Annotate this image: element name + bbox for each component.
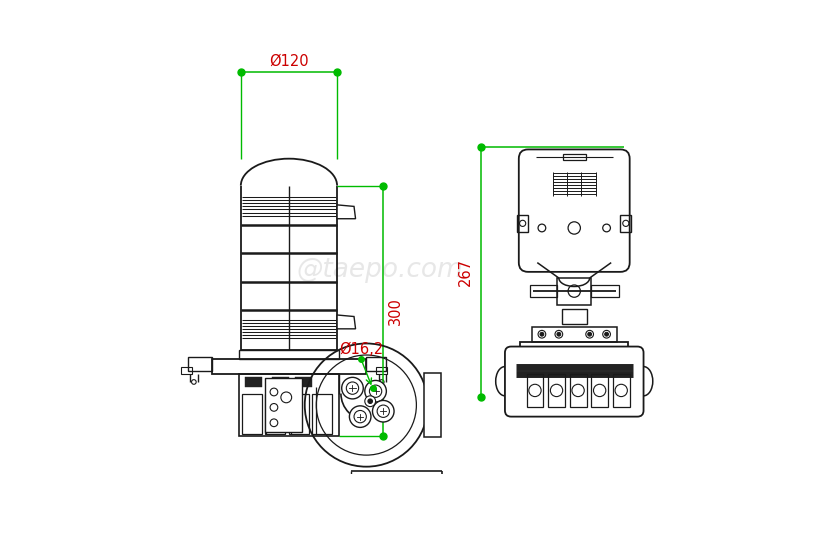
Circle shape <box>349 406 371 427</box>
Bar <box>211 359 366 374</box>
Bar <box>312 393 332 433</box>
Bar <box>189 357 211 371</box>
Bar <box>592 285 619 297</box>
Circle shape <box>557 332 561 336</box>
Text: @taepo.com: @taepo.com <box>296 257 463 284</box>
Circle shape <box>342 377 364 399</box>
Text: 300: 300 <box>388 297 403 325</box>
Circle shape <box>364 396 375 407</box>
Bar <box>366 357 386 371</box>
Circle shape <box>587 332 592 336</box>
Polygon shape <box>337 315 355 329</box>
Bar <box>570 374 587 407</box>
Circle shape <box>346 382 359 394</box>
Circle shape <box>368 399 373 403</box>
Bar <box>295 377 312 386</box>
Circle shape <box>373 400 394 422</box>
Circle shape <box>605 332 608 336</box>
Circle shape <box>364 381 386 402</box>
Bar <box>376 367 387 374</box>
Bar <box>289 393 309 433</box>
Bar <box>592 374 608 407</box>
Bar <box>242 393 262 433</box>
Bar <box>271 377 289 386</box>
Bar <box>562 309 587 324</box>
Bar <box>518 215 528 232</box>
Bar <box>557 278 592 305</box>
Bar <box>240 374 339 436</box>
FancyBboxPatch shape <box>505 346 643 417</box>
Circle shape <box>377 405 389 417</box>
Bar <box>520 342 628 353</box>
Bar <box>532 327 617 342</box>
FancyBboxPatch shape <box>519 149 630 272</box>
Bar <box>265 378 302 432</box>
Bar <box>245 377 262 386</box>
Text: Ø120: Ø120 <box>269 54 309 69</box>
Text: Ø16,2: Ø16,2 <box>339 342 384 357</box>
Bar <box>527 374 543 407</box>
Bar <box>530 285 557 297</box>
Bar <box>621 215 631 232</box>
Bar <box>181 367 191 374</box>
Circle shape <box>354 410 366 423</box>
Bar <box>562 154 586 160</box>
Bar <box>548 374 565 407</box>
Text: 267: 267 <box>458 259 473 286</box>
Bar <box>239 350 339 359</box>
Bar <box>612 374 630 407</box>
Bar <box>265 393 285 433</box>
Polygon shape <box>337 205 355 219</box>
Circle shape <box>540 332 544 336</box>
Bar <box>424 373 441 438</box>
Circle shape <box>369 385 382 398</box>
